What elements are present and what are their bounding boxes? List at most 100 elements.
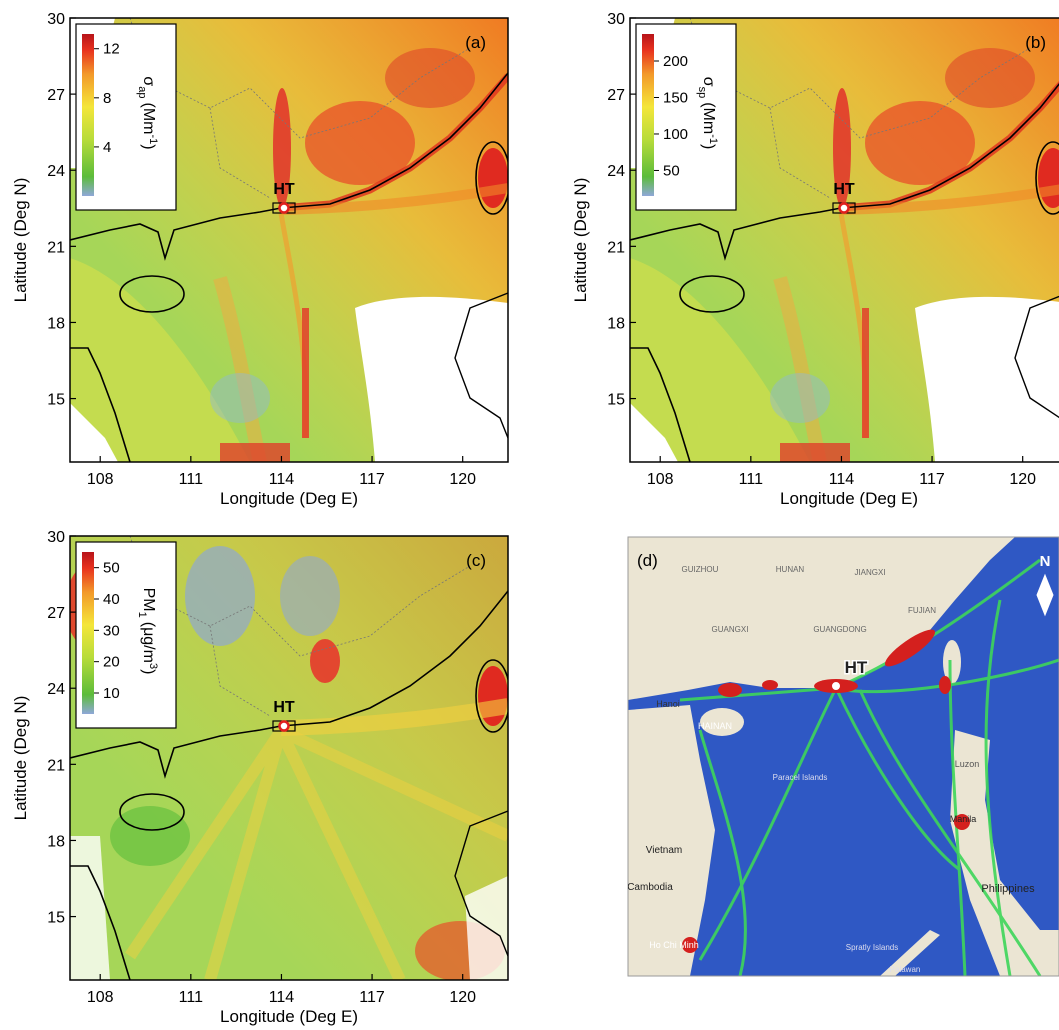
colorbar-title-part: (Mm: [140, 103, 157, 135]
site-marker: [840, 204, 849, 213]
y-tick-label: 18: [47, 315, 65, 332]
colorbar: [82, 552, 94, 714]
panel-label: (b): [1025, 33, 1046, 52]
colorbar-title-part: -1: [147, 135, 159, 145]
panel-label: (a): [465, 33, 486, 52]
x-tick-label: 120: [449, 471, 476, 488]
y-tick-label: 27: [47, 605, 65, 622]
place-label: FUJIAN: [908, 606, 936, 615]
colorbar-title-part: PM: [140, 588, 157, 612]
page: {"panels": [ {"label": "(a)", "site": "H…: [0, 0, 1059, 1030]
colorbar-title-part: ): [140, 144, 157, 149]
panel-label: (d): [637, 551, 658, 570]
place-label: GUANGDONG: [813, 625, 866, 634]
place-label: Paracel Islands: [773, 773, 828, 782]
colorbar-tick-label: 4: [103, 139, 111, 156]
y-tick-label: 15: [47, 910, 65, 927]
colorbar-tick-label: 50: [103, 560, 120, 577]
y-tick-label: 24: [607, 163, 625, 180]
place-label: JIANGXI: [854, 568, 885, 577]
colorbar-title-part: (Mm: [700, 102, 717, 134]
colorbar-title-part: ): [140, 669, 157, 674]
place-label: Luzon: [955, 759, 980, 769]
y-axis-label: Latitude (Deg N): [571, 178, 590, 303]
colorbar-tick-label: 200: [663, 53, 688, 70]
colorbar-title-part: -1: [707, 134, 719, 144]
y-tick-label: 30: [47, 529, 65, 546]
colorbar-title-part: σ: [700, 77, 717, 87]
colorbar-tick-label: 8: [103, 90, 111, 107]
y-tick-label: 18: [607, 315, 625, 332]
place-label: Palawan: [890, 965, 921, 974]
colorbar: [642, 34, 654, 196]
place-label: Cambodia: [627, 882, 673, 893]
y-tick-label: 15: [607, 392, 625, 409]
y-tick-label: 18: [47, 833, 65, 850]
y-tick-label: 30: [47, 11, 65, 28]
place-label: GUIZHOU: [682, 565, 719, 574]
x-tick-label: 114: [269, 471, 295, 488]
site-label: HT: [273, 699, 295, 716]
colorbar-tick-label: 40: [103, 591, 120, 608]
site-label: HT: [833, 181, 855, 198]
site-marker: [280, 722, 289, 731]
site-marker: [831, 681, 841, 691]
colorbar-tick-label: 100: [663, 126, 688, 143]
colorbar-tick-label: 150: [663, 89, 688, 106]
x-tick-label: 111: [739, 471, 763, 488]
x-tick-label: 114: [269, 989, 295, 1006]
x-tick-label: 117: [359, 471, 385, 488]
place-label: Hanoi: [656, 699, 680, 709]
x-tick-label: 108: [87, 471, 114, 488]
place-label: Philippines: [981, 883, 1035, 895]
x-tick-label: 108: [647, 471, 674, 488]
figure: HT108111114117120151821242730Longitude (…: [0, 0, 1059, 1030]
colorbar-tick-label: 12: [103, 41, 120, 58]
x-tick-label: 117: [359, 989, 385, 1006]
north-label: N: [1040, 553, 1051, 570]
place-label: HUNAN: [776, 565, 805, 574]
colorbar: [82, 34, 94, 196]
x-axis-label: Longitude (Deg E): [780, 489, 918, 508]
y-axis-label: Latitude (Deg N): [11, 178, 30, 303]
colorbar-tick-label: 10: [103, 685, 120, 702]
panel: HT 108 111 114 117 120 15 18 21 24 27 30 Longitude (…: [11, 529, 510, 1026]
reference-map: [628, 537, 1059, 976]
site-label: HT: [273, 181, 295, 198]
panel-label: (c): [466, 551, 486, 570]
x-tick-label: 114: [829, 471, 855, 488]
site-label: HT: [845, 658, 868, 677]
colorbar-tick-label: 50: [663, 162, 680, 179]
colorbar-title-part: (μg/m: [140, 622, 157, 663]
site-marker: [280, 204, 289, 213]
colorbar-title-part: ): [700, 144, 717, 149]
x-tick-label: 111: [179, 989, 203, 1006]
place-label: HAINAN: [698, 721, 732, 731]
y-tick-label: 27: [607, 87, 625, 104]
y-tick-label: 21: [47, 757, 65, 774]
x-tick-label: 120: [449, 989, 476, 1006]
place-label: Vietnam: [646, 845, 683, 856]
colorbar-tick-label: 30: [103, 622, 120, 639]
colorbar-title-part: ap: [136, 86, 148, 98]
y-tick-label: 27: [47, 87, 65, 104]
y-axis-label: Latitude (Deg N): [11, 696, 30, 821]
colorbar-title-part: 1: [136, 612, 148, 618]
x-axis-label: Longitude (Deg E): [220, 1007, 358, 1026]
colorbar-title-part: sp: [696, 87, 708, 99]
y-tick-label: 21: [47, 239, 65, 256]
x-tick-label: 111: [179, 471, 203, 488]
place-label: Spratly Islands: [846, 943, 898, 952]
y-tick-label: 24: [47, 163, 65, 180]
x-tick-label: 120: [1009, 471, 1036, 488]
x-tick-label: 108: [87, 989, 114, 1006]
place-label: Manila: [950, 814, 977, 824]
panel: HT 108 111 114 117 120 15 18 21 24 27 30 Longitude (…: [11, 11, 510, 508]
x-axis-label: Longitude (Deg E): [220, 489, 358, 508]
colorbar-title-part: σ: [140, 76, 157, 86]
place-label: GUANGXI: [712, 625, 749, 634]
y-tick-label: 30: [607, 11, 625, 28]
y-tick-label: 24: [47, 681, 65, 698]
y-tick-label: 15: [47, 392, 65, 409]
